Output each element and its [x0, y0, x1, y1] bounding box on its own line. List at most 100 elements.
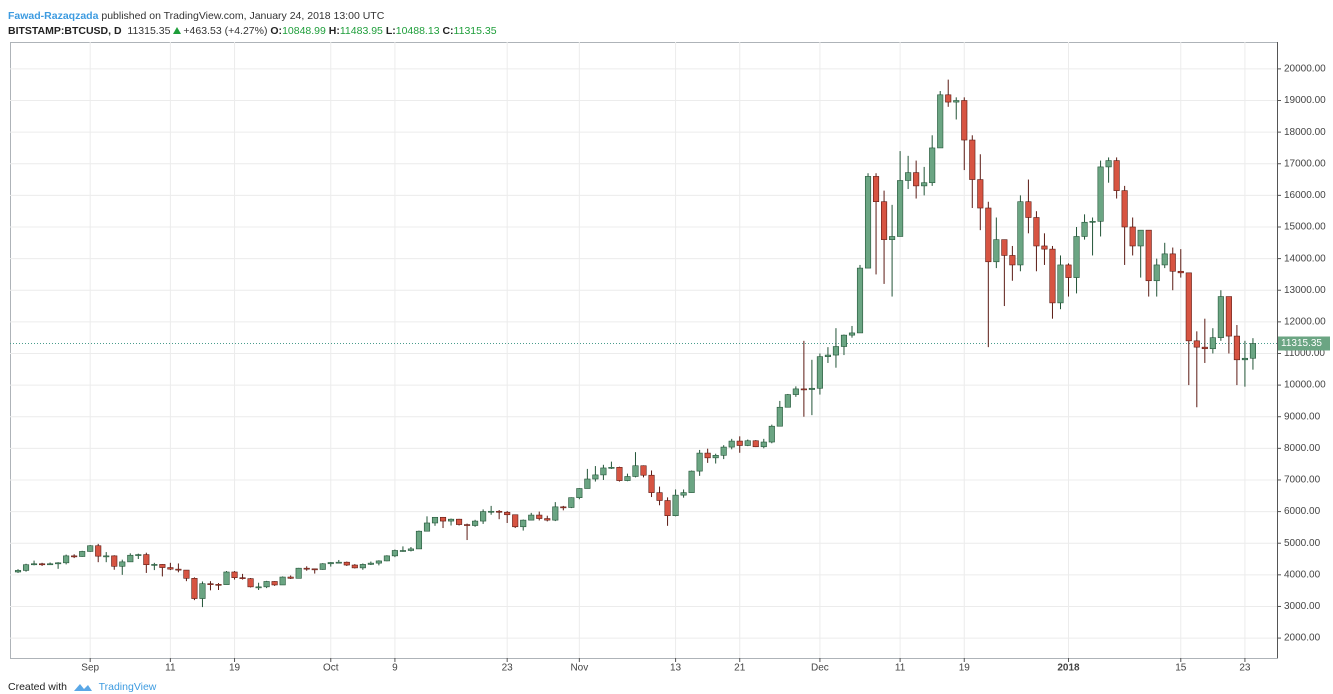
- candle-body: [111, 555, 118, 567]
- author[interactable]: Fawad-Razaqzada: [8, 10, 99, 22]
- x-tick-label: 9: [392, 663, 398, 674]
- candle-body: [1209, 337, 1216, 350]
- candle-body: [39, 563, 46, 566]
- candle-body: [808, 387, 815, 390]
- candle-body: [616, 467, 623, 481]
- candle-body: [969, 139, 976, 180]
- candle-body: [247, 578, 254, 588]
- candle-body: [87, 545, 94, 552]
- low-label: L:: [385, 25, 396, 37]
- candle-body: [1009, 255, 1016, 266]
- candle-body: [736, 440, 743, 446]
- candle-body: [552, 506, 559, 521]
- candle-body: [680, 492, 687, 496]
- candle-body: [696, 452, 703, 472]
- candle-body: [287, 576, 294, 579]
- open-label: O:: [270, 25, 283, 37]
- y-tick-label: 6000.00: [1284, 506, 1321, 517]
- candle-body: [63, 555, 70, 564]
- candle-body: [688, 470, 695, 493]
- candle-body: [375, 560, 382, 564]
- y-tick-label: 8000.00: [1284, 443, 1321, 454]
- candle-body: [135, 554, 142, 556]
- candle-body: [303, 567, 310, 570]
- y-tick-label: 15000.00: [1284, 222, 1326, 233]
- x-tick-label: Nov: [570, 663, 588, 674]
- candle-body: [752, 440, 759, 448]
- candle-body: [295, 567, 302, 579]
- candle-body: [704, 452, 711, 459]
- y-tick-label: 20000.00: [1284, 64, 1326, 75]
- candle-body: [191, 578, 198, 599]
- candle-body: [271, 581, 278, 586]
- candle-body: [792, 388, 799, 395]
- candle-body: [231, 571, 238, 578]
- y-tick-label: 11000.00: [1284, 348, 1325, 359]
- candle-body: [488, 510, 495, 513]
- candle-body: [881, 201, 888, 240]
- candle-body: [103, 555, 110, 558]
- candle-body: [937, 94, 944, 149]
- candle-body: [79, 551, 86, 557]
- candle-body: [464, 524, 471, 526]
- candle-body: [1169, 253, 1176, 272]
- x-tick-label: 13: [670, 663, 682, 674]
- candle-body: [431, 516, 439, 524]
- candle-body: [728, 440, 735, 448]
- candle-body: [864, 176, 872, 269]
- open-value: 10848.99: [282, 25, 326, 37]
- y-tick-label: 9000.00: [1284, 411, 1321, 422]
- candle-body: [1129, 226, 1136, 247]
- candle-body: [889, 236, 896, 240]
- candle-body: [929, 147, 936, 184]
- candle-body: [744, 440, 751, 446]
- candle-body: [367, 562, 374, 565]
- candle-body: [720, 446, 727, 456]
- y-tick-label: 12000.00: [1284, 316, 1326, 327]
- candle-body: [1153, 264, 1160, 282]
- candle-body: [576, 488, 583, 498]
- candle-body: [512, 514, 519, 528]
- y-tick-label: 5000.00: [1284, 538, 1321, 549]
- candle-body: [536, 514, 543, 519]
- candle-body: [824, 354, 831, 357]
- candle-body: [776, 406, 783, 427]
- candle-body: [945, 94, 952, 103]
- candle-body: [439, 516, 447, 522]
- candle-body: [832, 346, 840, 356]
- price-label-box: [1278, 336, 1330, 351]
- change: +463.53 (+4.27%): [183, 25, 268, 37]
- candle-body: [456, 518, 463, 525]
- candle-body: [848, 332, 856, 336]
- candle-body: [520, 519, 527, 528]
- candle-body: [143, 554, 150, 566]
- x-tick-label: 23: [502, 663, 514, 674]
- close-label: C:: [442, 25, 454, 37]
- candle-body: [560, 506, 567, 509]
- candle-body: [897, 180, 904, 237]
- candle-body: [921, 182, 928, 187]
- candle-body: [528, 514, 535, 521]
- candle-body: [407, 548, 414, 551]
- brand[interactable]: TradingView: [98, 681, 157, 693]
- x-tick-label: 11: [895, 663, 906, 674]
- candle-body: [1017, 201, 1024, 266]
- close-value: 11315.35: [453, 25, 497, 37]
- candle-body: [1105, 160, 1112, 168]
- candle-body: [712, 455, 719, 459]
- candle-body: [608, 467, 615, 469]
- publish-line: Fawad-Razaqzada published on TradingView…: [8, 9, 497, 24]
- candle-body: [664, 500, 671, 517]
- candle-body: [496, 510, 503, 513]
- candle-body: [816, 356, 823, 389]
- candle-body: [1081, 221, 1088, 237]
- candle-body: [55, 562, 62, 565]
- candle-body: [840, 334, 848, 347]
- candle-body: [953, 100, 960, 103]
- symbol[interactable]: BITSTAMP:BTCUSD, D: [8, 25, 122, 37]
- candle-body: [800, 388, 807, 391]
- candle-body: [327, 562, 334, 565]
- candle-body: [905, 172, 912, 181]
- candle-body: [127, 554, 134, 563]
